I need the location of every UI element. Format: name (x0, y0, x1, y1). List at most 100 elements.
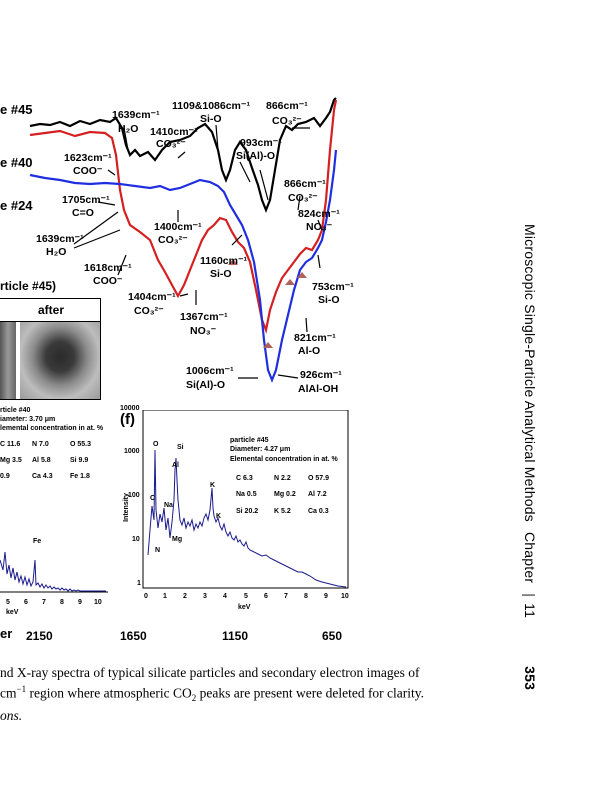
ir-spectra-plot (29, 97, 338, 383)
edx-peak-label: N (155, 547, 161, 554)
edx-right-ytick: 1000 (124, 448, 140, 455)
sem-image-before (0, 322, 16, 399)
edx-right-particle: particle #45 (230, 437, 269, 444)
row-label-40: e #40 (0, 155, 33, 170)
annotation-sio-top: Si-O (200, 113, 222, 125)
annotation-1618: 1618cm⁻¹ (84, 262, 132, 274)
annotation-1623: 1623cm⁻¹ (64, 152, 112, 164)
ir-x-axis-label: er (0, 626, 13, 641)
edx-left-cell: Fe 1.8 (70, 473, 90, 480)
edx-left-tick: 7 (42, 599, 46, 606)
edx-left-tick: 9 (78, 599, 82, 606)
edx-right-spectrum (142, 410, 349, 589)
edx-peak-label: Si (177, 444, 184, 451)
annotation-753: 753cm⁻¹ (312, 281, 354, 293)
caption-line-1: nd X-ray spectra of typical silicate par… (0, 665, 420, 680)
annotation-1006: 1006cm⁻¹ (186, 365, 234, 377)
annotation-1639-top: 1639cm⁻¹ (112, 109, 160, 121)
running-head: Microscopic Single-Particle Analytical M… (522, 224, 538, 690)
annotation-1367: 1367cm⁻¹ (180, 311, 228, 323)
annotation-1404: 1404cm⁻¹ (128, 291, 176, 303)
edx-left-cell: C 11.6 (0, 441, 21, 448)
caption-sub: 2 (191, 693, 197, 704)
edx-right-xtick: 1 (163, 593, 167, 600)
ir-x-tick: 1650 (120, 629, 147, 643)
edx-left-tick: 8 (60, 599, 64, 606)
marker-triangle (263, 342, 273, 348)
image-panel-header: rticle #45) (0, 279, 57, 293)
annotation-866-mid: 866cm⁻¹ (284, 178, 326, 190)
edx-right-x-label: keV (238, 604, 251, 611)
edx-left-cell: Ca 4.3 (32, 473, 53, 480)
edx-right-xtick: 5 (244, 593, 248, 600)
edx-right-cell: N 2.2 (274, 475, 291, 482)
edx-right-xtick: 2 (183, 593, 187, 600)
caption-text: cm (0, 685, 17, 701)
annotation-alaloh: AlAl-OH (298, 383, 339, 395)
edx-right-cell: Ca 0.3 (308, 508, 329, 515)
edx-right-ytick: 1 (137, 580, 141, 587)
edx-right-xtick: 3 (203, 593, 207, 600)
ir-spectrum-45 (29, 97, 337, 213)
annotation-coo-1623: COO⁻ (73, 165, 103, 177)
annotation-co3-1400: CO₃²⁻ (158, 234, 188, 246)
annotation-1410: 1410cm⁻¹ (150, 126, 198, 138)
sem-image-after (20, 322, 100, 399)
edx-peak-label: O (153, 441, 159, 448)
edx-right-diameter: Diameter: 4.27 μm (230, 446, 291, 453)
caption-text: peaks are present were deleted for clari… (196, 685, 425, 701)
edx-left-conc-title: lemental concentration in at. % (0, 425, 104, 432)
edx-right-xtick: 9 (324, 593, 328, 600)
edx-right-cell: Si 20.2 (236, 508, 259, 515)
edx-left-cell: N 7.0 (32, 441, 49, 448)
panel-f-label: (f) (120, 411, 135, 428)
annotation-co3-1404: CO₃²⁻ (134, 305, 164, 317)
annotation-sialo-1006: Si(Al)-O (186, 379, 226, 391)
marker-triangle (297, 272, 307, 278)
running-head-title: Microscopic Single-Particle Analytical M… (522, 224, 538, 522)
edx-right-cell: C 6.3 (236, 475, 253, 482)
caption-text: region where atmospheric CO (26, 685, 192, 701)
edx-left-x-label: keV (6, 609, 19, 616)
annotation-1160: 1160cm⁻¹ (200, 255, 247, 267)
edx-left-diameter: iameter: 3.70 μm (0, 416, 56, 423)
annotation-1109-1086: 1109&1086cm⁻¹ (172, 100, 250, 112)
edx-peak-label: K (210, 482, 216, 489)
edx-left-tick: 6 (24, 599, 28, 606)
annotation-821: 821cm⁻¹ (294, 332, 336, 344)
row-label-24: e #24 (0, 198, 33, 213)
annotation-alo: Al-O (298, 345, 321, 357)
edx-right-cell: Mg 0.2 (274, 491, 296, 498)
annotation-sio-1160: Si-O (210, 268, 232, 280)
edx-peak-label: Al (172, 462, 179, 469)
running-head-chapter: Chapter (522, 531, 538, 584)
edx-right-ytick: 10000 (120, 405, 140, 412)
edx-left-tick: 5 (6, 599, 10, 606)
edx-right-xtick: 6 (264, 593, 268, 600)
annotation-1639-left: 1639cm⁻¹ (36, 233, 84, 245)
edx-right-cell: K 5.2 (274, 508, 291, 515)
annotation-866-top: 866cm⁻¹ (266, 100, 308, 112)
ir-x-tick: 650 (322, 629, 343, 643)
edx-left-cell: Al 5.8 (32, 457, 51, 464)
edx-left-cell: Mg 3.5 (0, 457, 22, 464)
annotation-1705: 1705cm⁻¹ (62, 194, 110, 206)
annotation-co: C=O (72, 207, 94, 219)
running-head-chapter-no: 11 (522, 603, 538, 619)
annotation-coo-1618: COO⁻ (93, 275, 123, 287)
annotation-arrows (73, 124, 323, 379)
ir-spectrum-24 (29, 149, 338, 383)
marker-triangle (228, 259, 238, 265)
edx-right-cell: Al 7.2 (308, 491, 327, 498)
annotation-co3-866b: CO₃²⁻ (288, 192, 318, 204)
caption-sup: −1 (16, 684, 27, 694)
edx-left-cell: O 55.3 (70, 441, 92, 448)
after-label: after (38, 303, 65, 317)
edx-right-xtick: 10 (341, 593, 349, 600)
edx-right-xtick: 8 (304, 593, 308, 600)
annotation-co3-1410: CO₃²⁻ (156, 138, 186, 150)
caption-line-2: cm−1 region where atmospheric CO2 peaks … (0, 681, 500, 707)
annotation-h2o-top: H₂O (118, 123, 139, 135)
marker-triangle (285, 279, 295, 285)
annotation-no3-1367: NO₃⁻ (190, 325, 217, 337)
